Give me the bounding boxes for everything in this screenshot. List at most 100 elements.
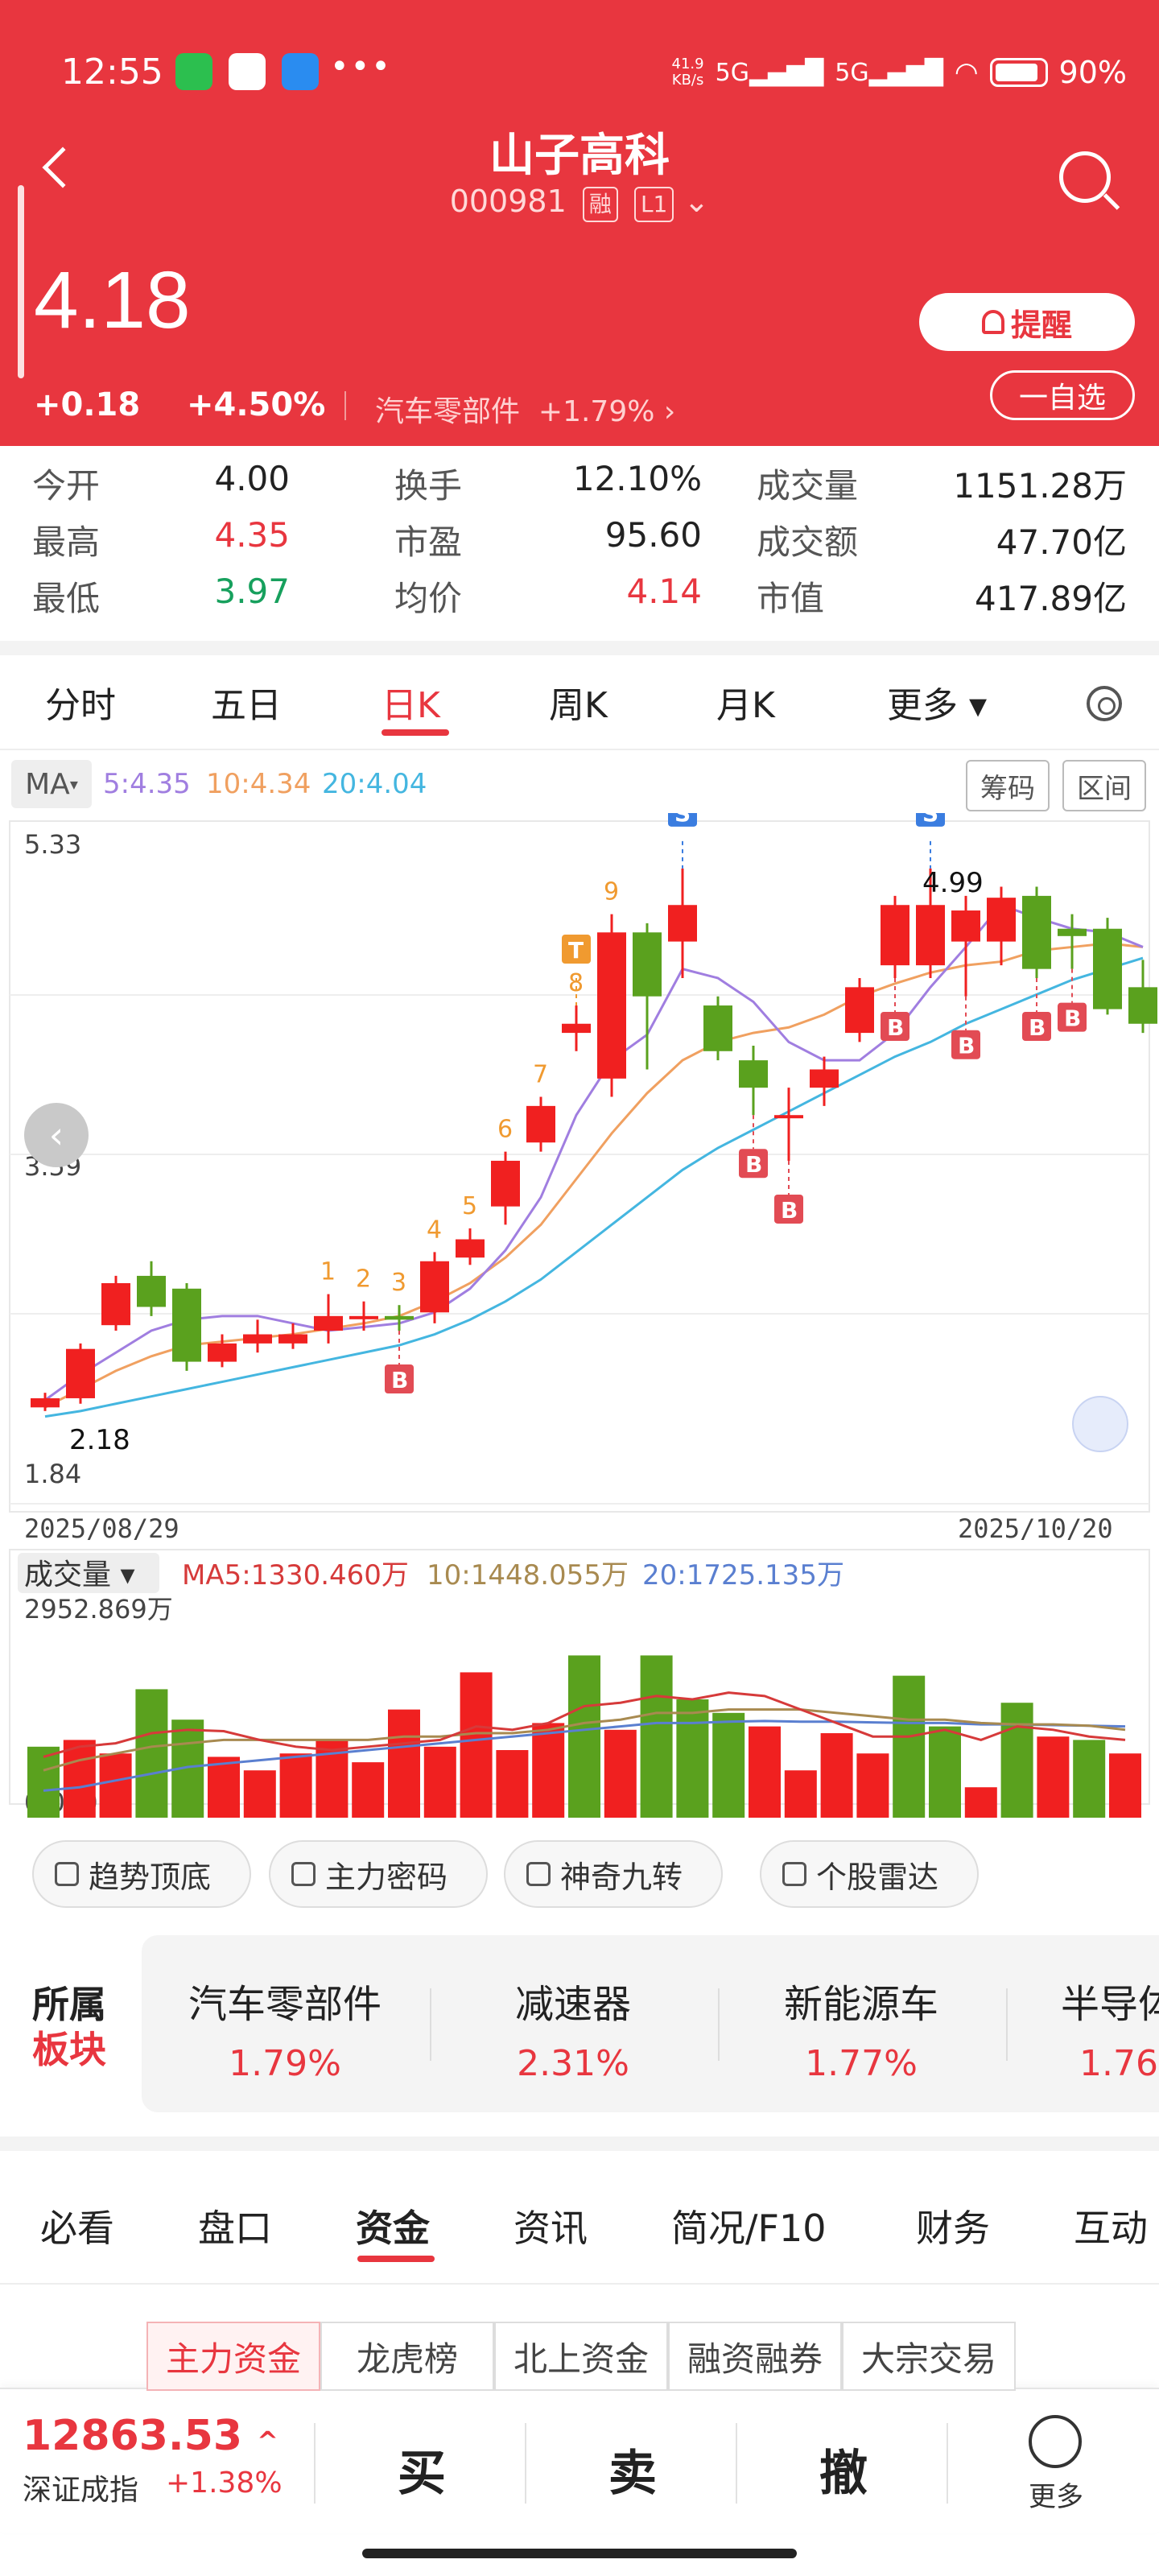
settings-icon[interactable] — [1087, 686, 1122, 721]
tool-icon — [782, 1862, 806, 1886]
detail-tab-3[interactable]: 资讯 — [514, 2207, 588, 2250]
search-icon[interactable] — [1059, 151, 1111, 203]
signal-badge — [774, 1194, 803, 1224]
fullscreen-icon[interactable] — [1072, 1396, 1128, 1452]
nine-turn-label: 7 — [533, 1061, 548, 1089]
tool-button[interactable]: 神奇九转 — [504, 1840, 723, 1908]
divider — [0, 749, 1159, 750]
detail-tab-5[interactable]: 财务 — [916, 2207, 990, 2250]
volume-bar — [423, 1746, 456, 1818]
signal-label: T — [568, 937, 584, 964]
cancel-order-button[interactable]: 撤 — [819, 2446, 868, 2502]
plate-item[interactable]: 减速器 2.31% — [444, 1972, 702, 2084]
volume-bar — [532, 1723, 565, 1818]
signal-badge — [881, 1012, 909, 1042]
quote-value: 4.00 — [214, 459, 290, 498]
detail-tab-0[interactable]: 必看 — [40, 2207, 114, 2250]
chevron-left-icon[interactable]: ‹ — [24, 1103, 89, 1167]
plate-item[interactable]: 新能源车 1.77% — [732, 1972, 990, 2084]
tab-0[interactable]: 分时 — [45, 685, 116, 726]
divider — [947, 2423, 948, 2504]
kline-chart[interactable]: 5.333.591.842025/08/292025/10/2012345678… — [0, 813, 1159, 1819]
candle-body — [916, 905, 945, 966]
candle-body — [526, 1105, 555, 1143]
plate-item[interactable]: 半导体 1.76 — [990, 1972, 1159, 2084]
tab-2[interactable]: 日K — [382, 685, 440, 726]
tool-label: 主力密码 — [325, 1859, 448, 1895]
wifi-icon: ◠ — [954, 56, 979, 89]
fund-subtab-2[interactable]: 北上资金 — [494, 2322, 668, 2391]
volume-bar — [388, 1709, 420, 1818]
y-max-label: 5.33 — [24, 829, 81, 860]
add-watchlist-button[interactable]: 一自选 — [990, 370, 1135, 420]
fund-subtab-4[interactable]: 大宗交易 — [842, 2322, 1016, 2391]
detail-tab-6[interactable]: 互动 — [1074, 2207, 1148, 2250]
tool-button[interactable]: 趋势顶底 — [32, 1840, 251, 1908]
chip-button[interactable]: 筹码 — [966, 760, 1050, 811]
quote-label: 换手 — [394, 466, 463, 506]
more-icon[interactable] — [1029, 2415, 1082, 2468]
nine-turn-label: 1 — [320, 1258, 336, 1286]
bell-icon — [981, 310, 1004, 334]
tab-4[interactable]: 月K — [716, 685, 775, 726]
plate-pct: 1.76 — [1079, 2043, 1158, 2084]
range-button[interactable]: 区间 — [1062, 760, 1146, 811]
tab-5[interactable]: 更多 ▾ — [887, 685, 988, 726]
tool-icon — [291, 1862, 316, 1886]
home-indicator — [362, 2549, 797, 2558]
detail-tab-1[interactable]: 盘口 — [198, 2207, 272, 2250]
tool-button[interactable]: 个股雷达 — [760, 1840, 979, 1908]
divider — [718, 1988, 720, 2061]
candle-body — [739, 1060, 768, 1088]
sector-link[interactable]: 汽车零部件 +1.79% › — [375, 388, 675, 430]
battery-icon — [989, 58, 1048, 87]
plate-item[interactable]: 汽车零部件 1.79% — [156, 1972, 414, 2084]
index-value[interactable]: 12863.53 ^ — [23, 2412, 278, 2460]
tab-3[interactable]: 周K — [549, 685, 608, 726]
candle-body — [633, 932, 662, 997]
quote-label: 市值 — [757, 579, 825, 618]
quote-label: 成交量 — [757, 466, 859, 506]
caret-down-icon: ▾ — [69, 774, 78, 794]
remind-button[interactable]: 提醒 — [919, 293, 1135, 351]
low-annotation: 2.18 — [69, 1424, 130, 1456]
detail-tab-2[interactable]: 资金 — [356, 2207, 430, 2250]
more-label[interactable]: 更多 — [1029, 2481, 1083, 2513]
sell-button[interactable]: 卖 — [608, 2446, 657, 2502]
ma-selector[interactable]: MA ▾ — [11, 760, 92, 808]
stock-code-row[interactable]: 000981 融 L1 ⌄ — [0, 184, 1159, 222]
quote-label: 均价 — [394, 579, 463, 618]
fund-subtab-0[interactable]: 主力资金 — [146, 2322, 320, 2391]
signal-badge — [916, 813, 945, 827]
nine-turn-label: 8 — [568, 969, 584, 997]
tool-button[interactable]: 主力密码 — [269, 1840, 488, 1908]
quote-value: 95.60 — [604, 515, 702, 555]
candle-body — [703, 1005, 732, 1051]
wechat-icon — [175, 53, 212, 90]
tool-label: 个股雷达 — [816, 1859, 939, 1895]
candle-body — [137, 1275, 166, 1307]
volume-bar — [604, 1729, 637, 1818]
tab-1[interactable]: 五日 — [211, 685, 282, 726]
candle-body — [597, 932, 626, 1079]
fund-subtab-3[interactable]: 融资融券 — [668, 2322, 842, 2391]
volume-selector — [18, 1553, 159, 1593]
vmax-label: 2952.869万 — [24, 1594, 173, 1624]
volume-bar — [568, 1655, 600, 1818]
fund-subtab-1[interactable]: 龙虎榜 — [320, 2322, 494, 2391]
candle-body — [314, 1315, 343, 1331]
volume-bar — [676, 1699, 709, 1818]
buy-button[interactable]: 买 — [398, 2446, 446, 2502]
signal-badge — [1022, 1012, 1051, 1042]
detail-tab-4[interactable]: 简况/F10 — [671, 2207, 827, 2250]
signal-badge — [385, 1364, 414, 1393]
plate-label: 所属 — [32, 1983, 106, 2026]
quote-value: 4.35 — [214, 515, 290, 555]
candle-body — [951, 910, 980, 942]
signal-label: B — [391, 1367, 408, 1393]
ma5-value: 5:4.35 — [103, 768, 191, 800]
plate-name: 汽车零部件 — [188, 1982, 382, 2027]
quote-label: 最低 — [32, 579, 101, 618]
signal-label: B — [958, 1033, 975, 1059]
nine-turn-label: 9 — [604, 878, 619, 906]
